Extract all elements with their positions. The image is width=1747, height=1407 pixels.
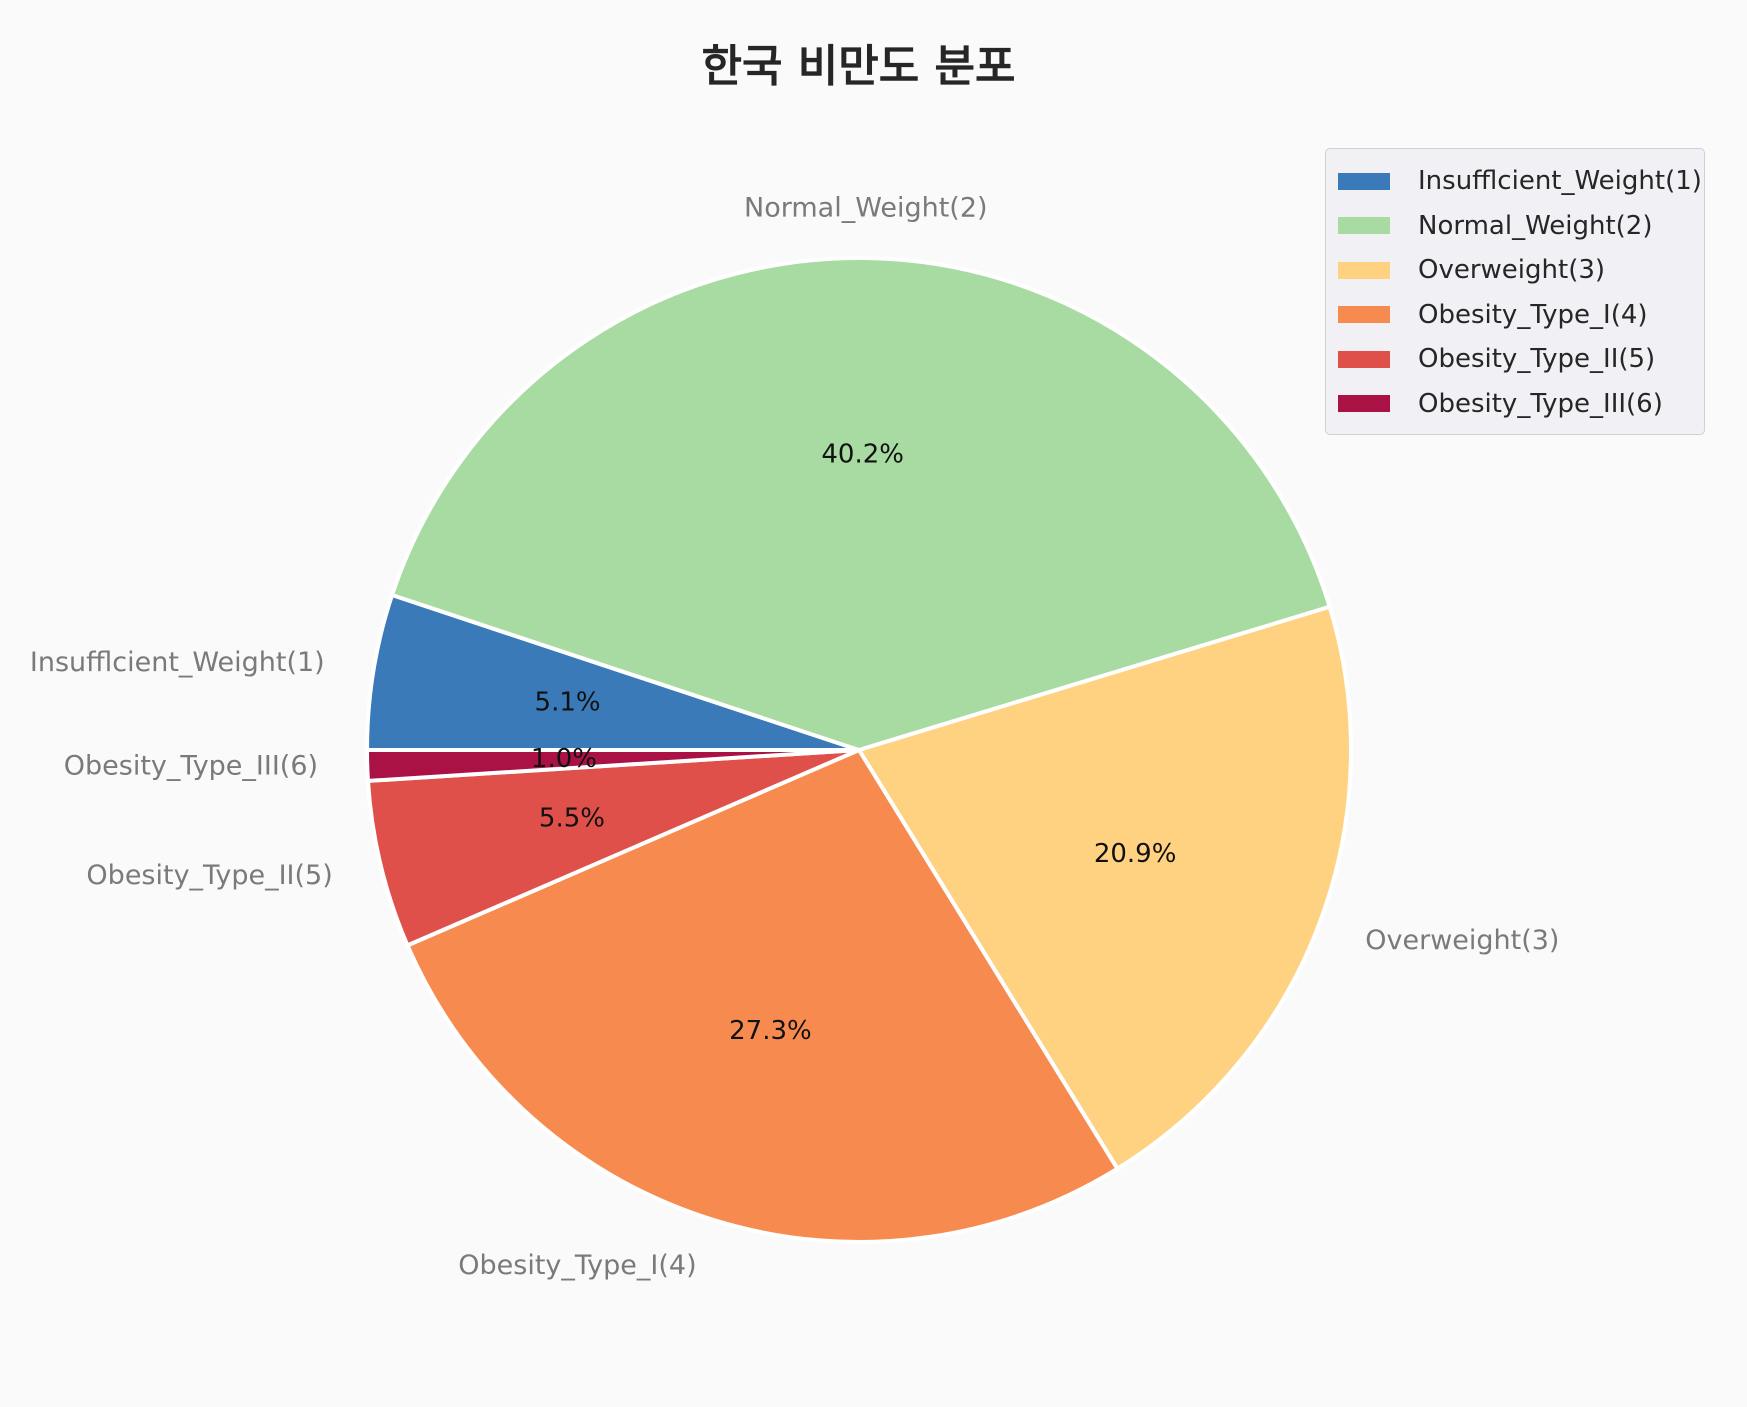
legend-label-3: Overweight(3) [1418,255,1606,286]
pie-slice-3 [857,604,1353,1171]
legend-item-1: Insufflcient_Weight(1) [1338,159,1702,204]
chart-title: 한국 비만도 분포 [701,41,1016,92]
legend-item-4: Obesity_Type_I(4) [1338,293,1692,338]
pct-label-2: 40.2% [821,439,904,469]
slice-label-5: Obesity_Type_II(5) [86,860,332,891]
legend-label-4: Obesity_Type_I(4) [1418,299,1648,330]
legend-item-6: Obesity_Type_III(6) [1338,382,1692,427]
pct-label-3: 20.9% [1094,839,1177,869]
legend-label-5: Obesity_Type_II(5) [1418,344,1656,375]
slice-label-3: Overweight(3) [1365,925,1559,956]
pct-label-1: 5.1% [535,687,601,717]
legend-label-2: Normal_Weight(2) [1418,210,1653,241]
legend-swatch-6 [1338,395,1390,413]
pct-label-4: 27.3% [729,1016,812,1046]
pie-slice-4 [405,748,1120,1244]
pie-slice-6 [365,748,861,783]
legend-item-5: Obesity_Type_II(5) [1338,337,1692,382]
legend-label-6: Obesity_Type_III(6) [1418,388,1663,419]
slice-label-2: Normal_Weight(2) [744,192,988,223]
legend: Insufflcient_Weight(1) Normal_Weight(2) Ov… [1325,148,1705,435]
slice-label-1: Insufflcient_Weight(1) [30,647,325,678]
legend-item-2: Normal_Weight(2) [1338,204,1692,249]
legend-swatch-4 [1338,306,1390,324]
pie-slice-5 [365,748,861,948]
pie-slice-2 [390,256,1332,752]
legend-swatch-5 [1338,350,1390,368]
pct-label-6: 1.0% [531,744,597,774]
slice-label-4: Obesity_Type_I(4) [458,1250,696,1281]
legend-swatch-3 [1338,261,1390,279]
legend-swatch-1 [1338,172,1390,190]
legend-swatch-2 [1338,217,1390,235]
legend-label-1: Insufflcient_Weight(1) [1418,166,1702,197]
slice-label-6: Obesity_Type_III(6) [64,750,318,781]
legend-item-3: Overweight(3) [1338,248,1692,293]
pct-label-5: 5.5% [539,803,605,833]
